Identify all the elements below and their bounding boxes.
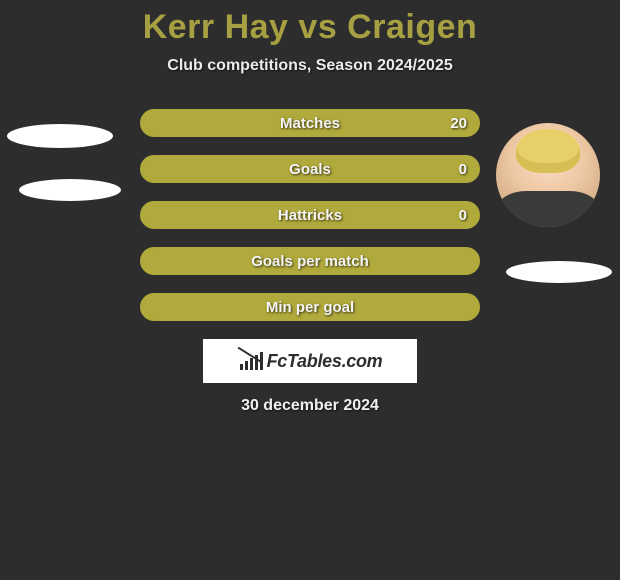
right-player-avatar xyxy=(496,123,600,227)
right-player-placeholder xyxy=(506,261,612,283)
stat-label: Hattricks xyxy=(278,207,342,224)
comparison-card: Kerr Hay vs Craigen Club competitions, S… xyxy=(0,0,620,580)
stat-row-min-per-goal: Min per goal xyxy=(140,293,480,321)
left-player-placeholder-2 xyxy=(19,179,121,201)
stat-row-goals-per-match: Goals per match xyxy=(140,247,480,275)
snapshot-date: 30 december 2024 xyxy=(0,397,620,415)
stat-label: Min per goal xyxy=(266,299,354,316)
stat-label: Goals per match xyxy=(251,253,369,270)
fctables-logo: FcTables.com xyxy=(203,339,417,383)
stat-value: 0 xyxy=(459,161,467,178)
left-player-placeholder-1 xyxy=(7,124,113,148)
page-title: Kerr Hay vs Craigen xyxy=(0,8,620,47)
logo-text: FcTables.com xyxy=(267,351,383,372)
logo-bars-icon xyxy=(238,352,263,370)
stat-row-matches: Matches 20 xyxy=(140,109,480,137)
stat-label: Goals xyxy=(289,161,331,178)
page-subtitle: Club competitions, Season 2024/2025 xyxy=(0,57,620,75)
stats-list: Matches 20 Goals 0 Hattricks 0 Goals per… xyxy=(140,109,480,321)
stat-row-goals: Goals 0 xyxy=(140,155,480,183)
stat-label: Matches xyxy=(280,115,340,132)
stat-value: 0 xyxy=(459,207,467,224)
stat-value: 20 xyxy=(450,115,467,132)
stat-row-hattricks: Hattricks 0 xyxy=(140,201,480,229)
